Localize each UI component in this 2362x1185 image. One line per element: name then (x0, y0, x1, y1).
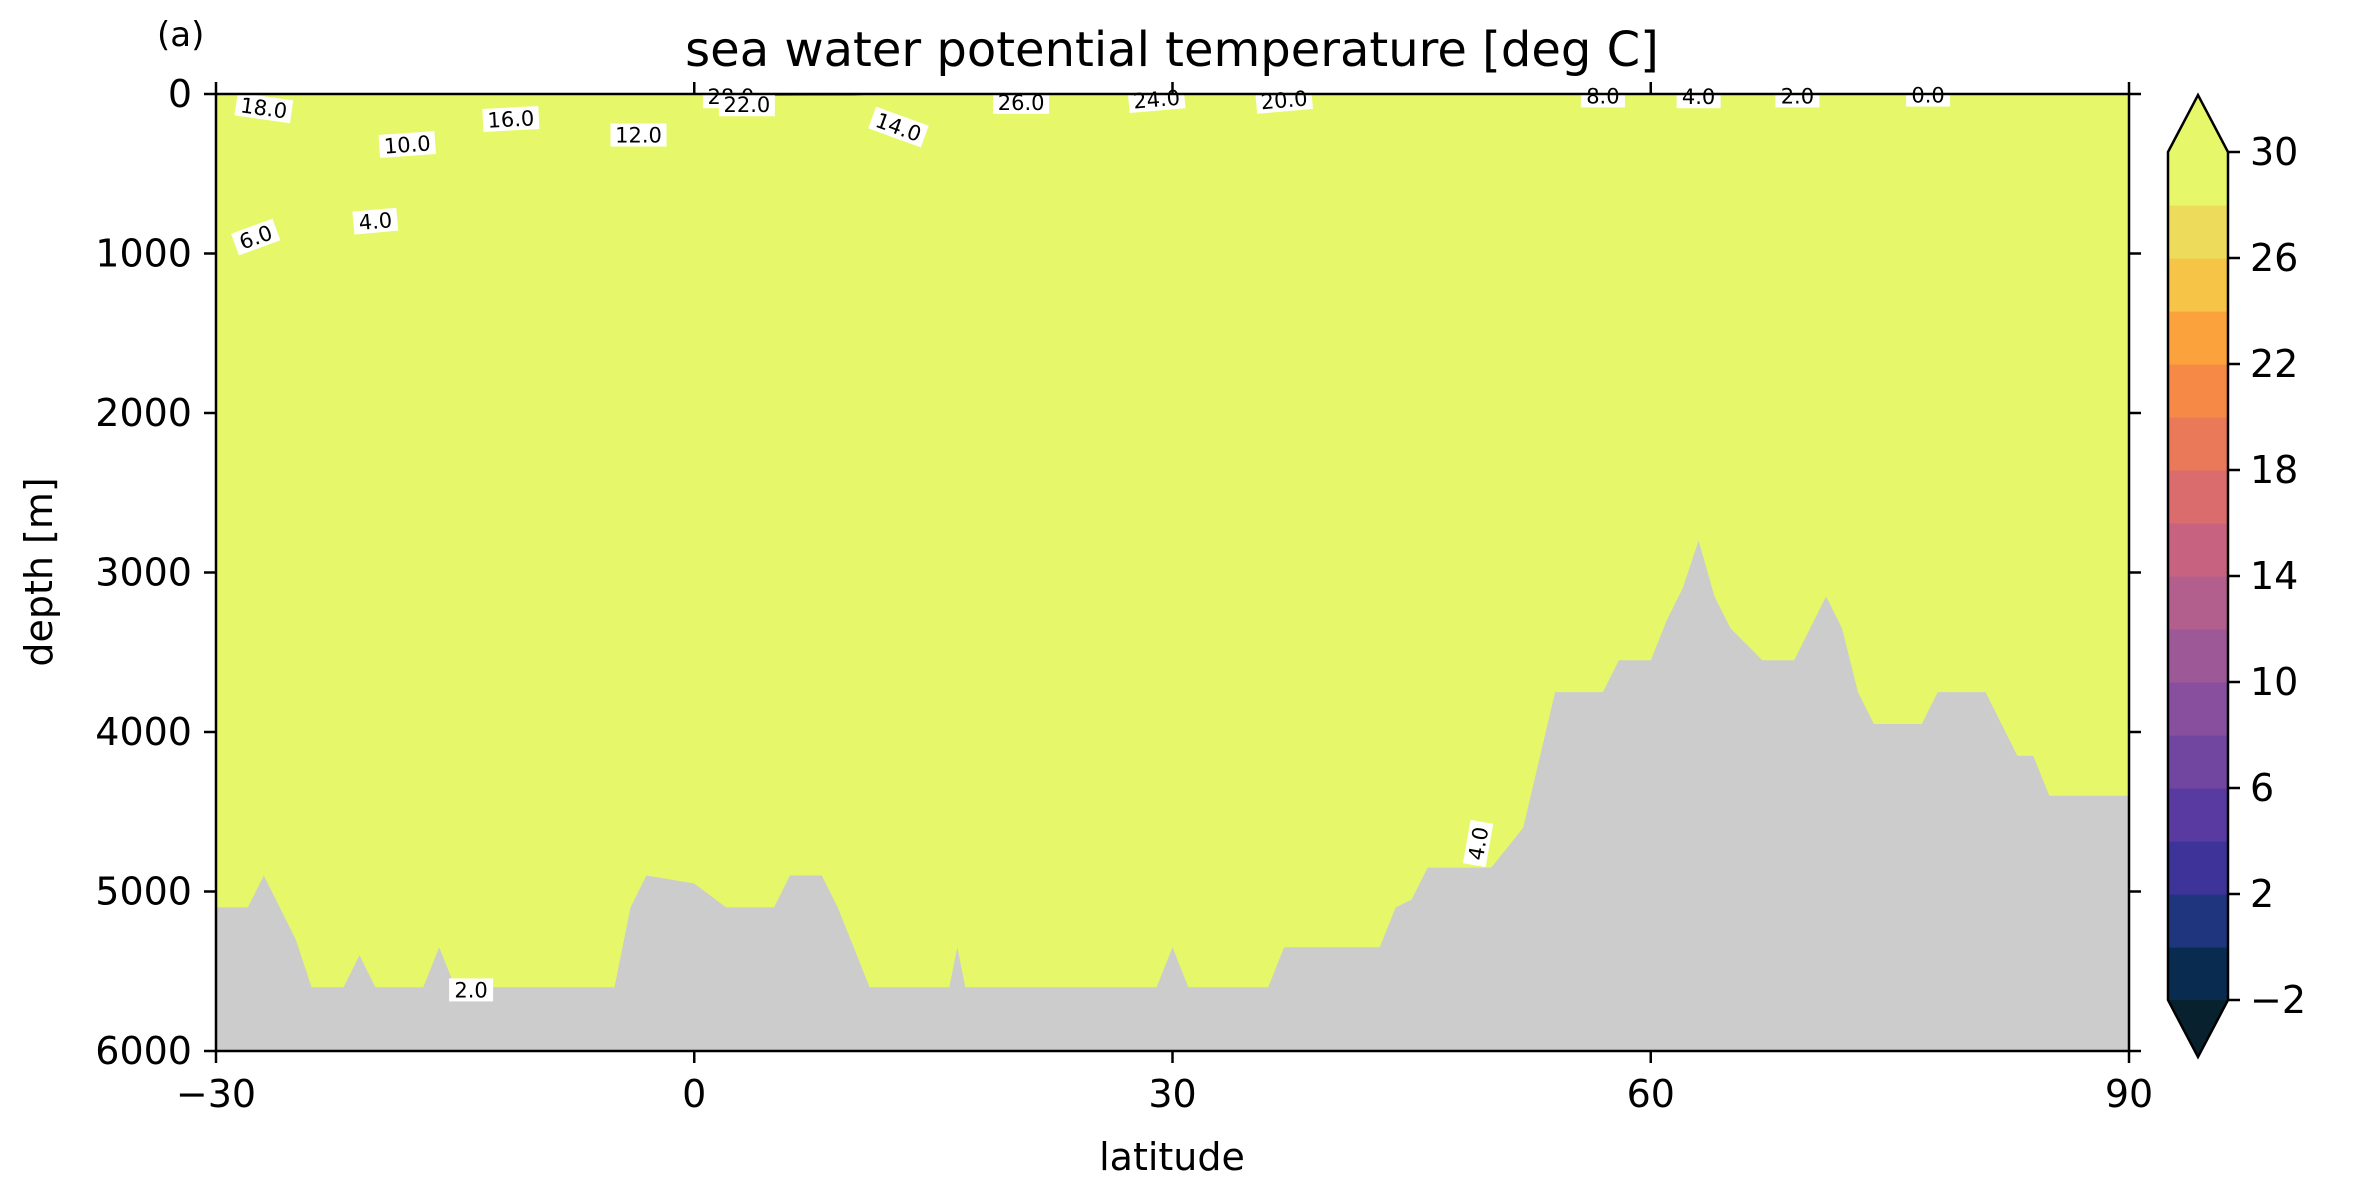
x-tick-label: 0 (682, 1072, 706, 1116)
contour-label-text: 20.0 (1260, 86, 1309, 114)
colorbar-segment (2168, 258, 2228, 312)
contour-label-text: 10.0 (383, 131, 431, 158)
seafloor-land (216, 540, 2129, 1051)
colorbar-tick-label: −2 (2250, 978, 2306, 1022)
contour-label-bg (234, 92, 294, 124)
contour-label-bg (482, 106, 540, 132)
colorbar-segment (2168, 311, 2228, 365)
colorbar-segment (2168, 894, 2228, 948)
bathymetry-land (216, 540, 2129, 1051)
colorbar-segment (2168, 682, 2228, 736)
contour-label-text: 22.0 (724, 93, 771, 117)
contour-label: 0.0 (1906, 83, 1951, 108)
contour-label: 2.0 (1775, 84, 1820, 108)
contour-label: 22.0 (718, 93, 775, 117)
y-axis: 0 1000 2000 3000 4000 5000 6000 (95, 72, 2141, 1073)
contour-label-text: 0.0 (1911, 84, 1944, 108)
contour-label-text: 2.0 (454, 978, 487, 1002)
panel-label: (a) (157, 15, 204, 55)
contour-label-bg (993, 90, 1050, 114)
contour-label-bg (378, 131, 436, 158)
contour-label: 16.0 (482, 106, 540, 133)
contour-label-text: 4.0 (1682, 85, 1715, 109)
contour-label: 20.0 (1255, 86, 1313, 114)
x-axis: −30 0 30 60 90 (176, 82, 2153, 1116)
y-tick-label: 5000 (95, 870, 192, 914)
y-tick-label: 0 (168, 72, 192, 116)
colorbar-tick-label: 26 (2250, 236, 2298, 280)
contour-label-bg (718, 93, 775, 117)
colorbar-extend-max (2168, 95, 2228, 152)
contour-label-text: 12.0 (615, 124, 662, 148)
contour-label-bg (1676, 85, 1721, 109)
y-tick-label: 6000 (95, 1029, 192, 1073)
colorbar-segment (2168, 364, 2228, 418)
contour-label-bg (610, 123, 667, 147)
x-tick-label: 60 (1627, 1072, 1675, 1116)
contour-label-bg (1127, 85, 1186, 113)
contour-label: 8.0 (1580, 84, 1625, 108)
colorbar-segment (2168, 523, 2228, 577)
contour-label-text: 4.0 (358, 208, 393, 235)
colorbar-segment (2168, 629, 2228, 683)
x-tick-label: −30 (176, 1072, 256, 1116)
contour-label-text: 16.0 (487, 106, 535, 132)
contour-labels: 18.016.010.012.028.022.014.026.024.020.0… (231, 83, 1951, 1002)
colorbar-segment (2168, 947, 2228, 1001)
contour-label-bg (352, 207, 399, 235)
y-tick-label: 1000 (95, 232, 192, 276)
colorbar-segment (2168, 417, 2228, 471)
contour-label: 26.0 (993, 90, 1050, 115)
contour-label: 4.0 (1462, 819, 1494, 868)
colorbar-segment (2168, 788, 2228, 842)
contour-label: 24.0 (1127, 85, 1186, 114)
y-tick-label: 2000 (95, 391, 192, 435)
colorbar-segment (2168, 841, 2228, 895)
contour-label-bg (1462, 819, 1494, 868)
chart-title: sea water potential temperature [deg C] (685, 22, 1659, 78)
colorbar-tick-label: 30 (2250, 130, 2298, 174)
colorbar-tick-label: 6 (2250, 766, 2274, 810)
colorbar-segment (2168, 576, 2228, 630)
colorbar-tick-label: 2 (2250, 872, 2274, 916)
contour-label-bg (1775, 84, 1820, 108)
contour-label-text: 4.0 (1464, 825, 1493, 862)
contour-label-bg (868, 106, 929, 148)
contour-label-bg (449, 978, 494, 1002)
colorbar-segment (2168, 470, 2228, 524)
colorbar-tick-label: 10 (2250, 660, 2298, 704)
y-axis-label: depth [m] (17, 477, 61, 666)
x-tick-label: 90 (2105, 1072, 2153, 1116)
contour-label: 4.0 (1676, 85, 1721, 109)
x-axis-label: latitude (1099, 1135, 1245, 1179)
colorbar-segment (2168, 735, 2228, 789)
y-tick-label: 4000 (95, 710, 192, 754)
contour-label-text: 2.0 (1781, 84, 1814, 108)
contour-label: 2.0 (449, 978, 494, 1002)
contour-label: 10.0 (378, 131, 436, 159)
contour-label: 12.0 (610, 123, 667, 148)
contour-label-text: 8.0 (1586, 84, 1619, 108)
x-tick-label: 30 (1148, 1072, 1196, 1116)
colorbar-tick-label: 18 (2250, 448, 2298, 492)
contour-label-bg (1580, 84, 1625, 108)
contour-label-bg (231, 218, 281, 256)
colorbar-tick-label: 14 (2250, 554, 2298, 598)
colorbar-extend-min (2168, 1000, 2228, 1057)
colorbar-segment (2168, 152, 2228, 206)
colorbar-tick-label: 22 (2250, 342, 2298, 386)
colorbar-segment (2168, 205, 2228, 259)
y-tick-label: 3000 (95, 551, 192, 595)
contour-label: 4.0 (352, 207, 399, 235)
